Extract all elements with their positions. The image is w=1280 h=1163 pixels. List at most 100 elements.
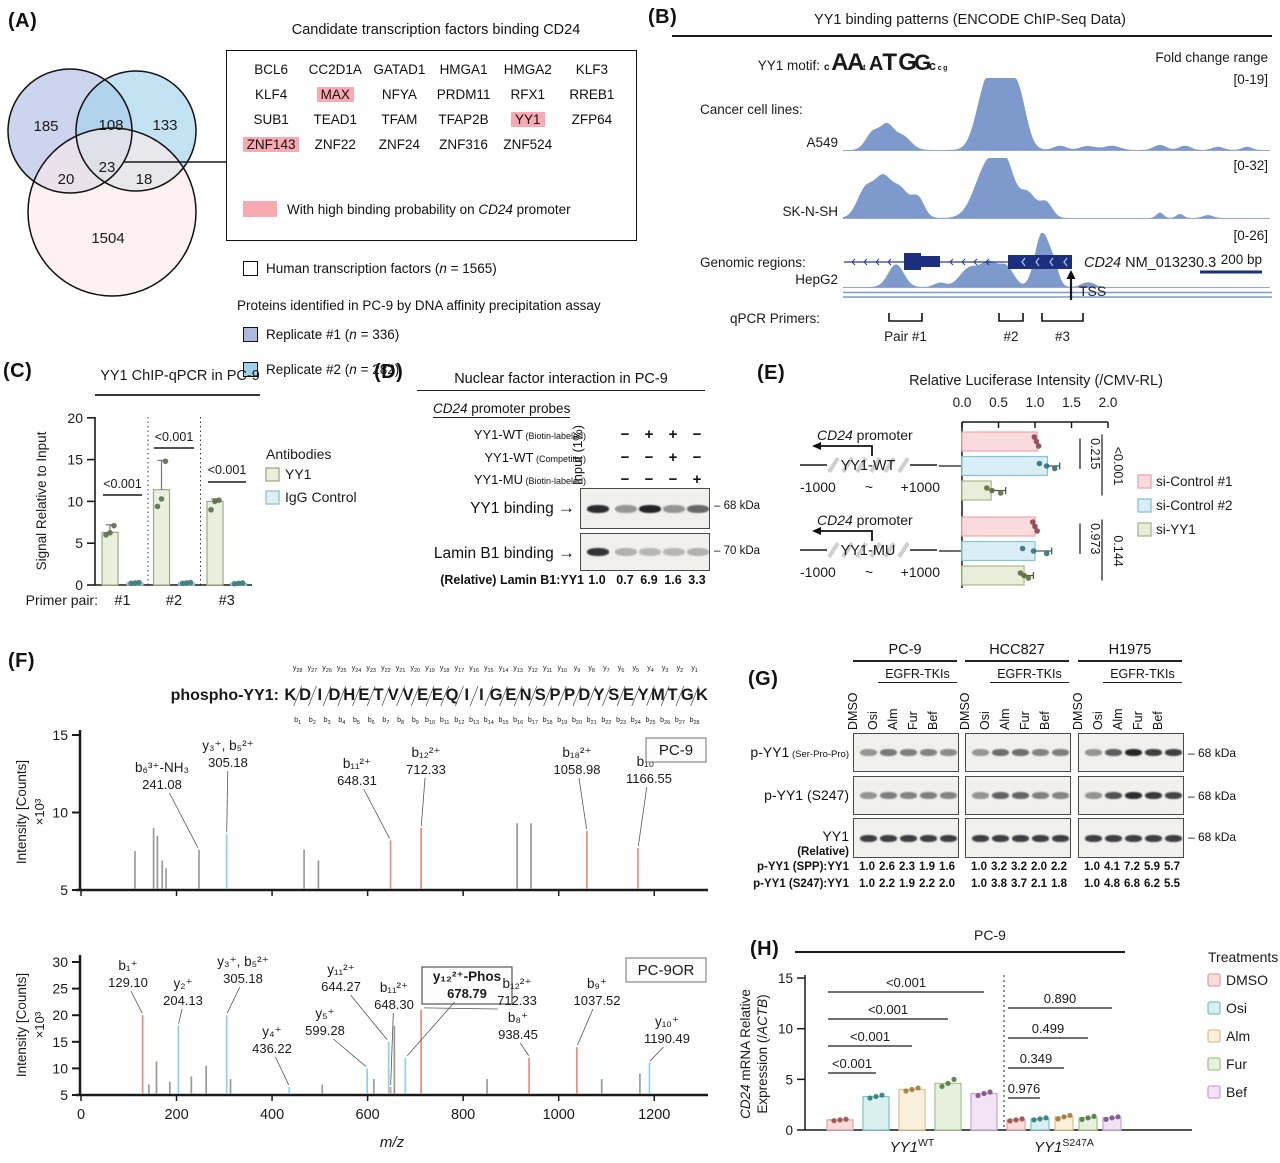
annotation-connector [275,1056,290,1086]
t: 28 [296,668,302,674]
t: 12 [458,720,464,726]
probes-header: CD24 promoter probes [433,401,571,418]
annotation-connector [169,792,199,848]
mz-value: 1037.52 [574,993,621,1008]
mz-value: 712.33 [406,762,446,777]
t: b [616,717,620,724]
fragment-label-b1: b1 [294,717,301,726]
motif-letter-7: G [914,50,931,75]
pvalue-label: 0.349 [1020,1051,1053,1066]
text-segment: Replicate #1 ( [266,327,350,342]
residue-29: K [696,686,708,704]
ratio-value: 3.2 [991,861,1007,873]
cleavage-mark [410,685,420,707]
t: 25 [340,668,346,674]
y-tick-label: 15 [52,1034,68,1050]
blot-box [1078,733,1184,772]
residue-1: K [284,686,296,704]
t: 18 [546,720,552,726]
t: y [574,665,578,672]
probe-row-1: YY1-WT (Biotin-labeled) [370,426,586,444]
venn-outline-2 [75,70,197,192]
fragment-label-b23: b23 [616,717,626,726]
t: 15 [502,720,508,726]
cell-line-PC-9: PC-9 [853,642,957,662]
ratio-value: 2.1 [1031,878,1047,890]
t: 21 [591,720,597,726]
fragment-label-y18: y18 [440,665,450,674]
text-segment: = 336) [356,327,400,342]
panel-c-chart: YY1 ChIP-qPCR in PC-9 0 5 10 15 20 Signal Rela… [26,368,357,609]
t: b [528,717,532,724]
fold-change-label: Fold change range [1155,50,1268,65]
text-segment: = 282) [356,362,400,377]
legend-swatch [1137,498,1152,513]
t: y [293,665,297,672]
annotation-connector [226,986,241,1014]
venn-diagram: 185 108 133 20 23 18 1504 [7,68,250,297]
chipseq-track-area [843,233,1270,287]
sample-box [645,737,707,763]
panel-e-title: Relative Luciferase Intensity (/CMV-RL) [909,373,1163,389]
text-segment: Human transcription factors ( [266,261,440,276]
fragment-label-b4: b4 [338,717,345,726]
blot-band [1144,834,1162,842]
pvalue-label: 0.973 [1088,523,1102,554]
t: 26 [326,668,332,674]
t: 2 [313,720,316,726]
fragment-label-b16: b16 [513,717,523,726]
fragment-label-b19: b19 [557,717,567,726]
text-segment: promoter [512,201,571,217]
t: 27 [311,668,317,674]
cleavage-mark [572,685,582,707]
t: 6 [621,668,624,674]
data-point [1019,1116,1025,1122]
t: y [352,665,356,672]
mz-value: 1058.98 [554,762,601,777]
legend-label: IgG Control [285,489,357,505]
t: 28 [693,720,699,726]
range-left: -1000 [800,479,836,495]
blot-band [899,749,917,756]
blot-band [663,504,685,513]
exon-2 [1008,255,1072,269]
blot-band [971,749,989,756]
panel-c-tag: (C) [3,360,33,382]
cleavage-mark [366,685,376,707]
fragment-label-b15: b15 [498,717,508,726]
cleavage-mark [425,685,435,707]
t: 27 [679,720,685,726]
fragment-label-y14: y14 [499,665,509,674]
x-tick-label: 200 [164,1107,188,1123]
legend-label: si-YY1 [1156,522,1196,537]
motif-letter-5: T [882,49,897,76]
pvalue-label: 0.976 [1008,1081,1041,1096]
lane-label-Bef: Bef [1151,711,1165,730]
chipseq-track-area [843,78,1270,150]
t: 13 [473,720,479,726]
tss-label: TSS [1079,283,1106,299]
data-point [1030,519,1036,525]
ratio-value: 2.6 [879,861,895,873]
t: b [498,717,502,724]
ion-label: y₃⁺, b₅²⁺ [217,954,268,969]
annotation-connector [390,1012,394,1086]
range-left: -1000 [800,564,836,580]
t: 5 [357,720,360,726]
intron-arrow [851,258,856,266]
blot-band [639,548,661,556]
annotation-connector [178,1008,183,1024]
gene-name: CD24 NM_013230.3 [1084,255,1216,271]
fragment-label-b24: b24 [631,717,641,726]
blot-band [1031,749,1049,756]
cleavage-mark [646,685,655,707]
x-category-#1: #1 [114,593,130,609]
t: 15 [487,668,493,674]
annotation-connector [649,1046,664,1062]
panel-g-westerns: (G) PC-9 EGFR-TKIs DMSO Osi Alm Fur Bef HCC827 E… [720,640,1280,918]
ratio-value: 2.0 [1031,861,1047,873]
t: 2 [680,668,683,674]
blot-box-2 [580,533,710,571]
t: 17 [532,720,538,726]
track-range-HepG2: [0-26] [1233,228,1268,243]
